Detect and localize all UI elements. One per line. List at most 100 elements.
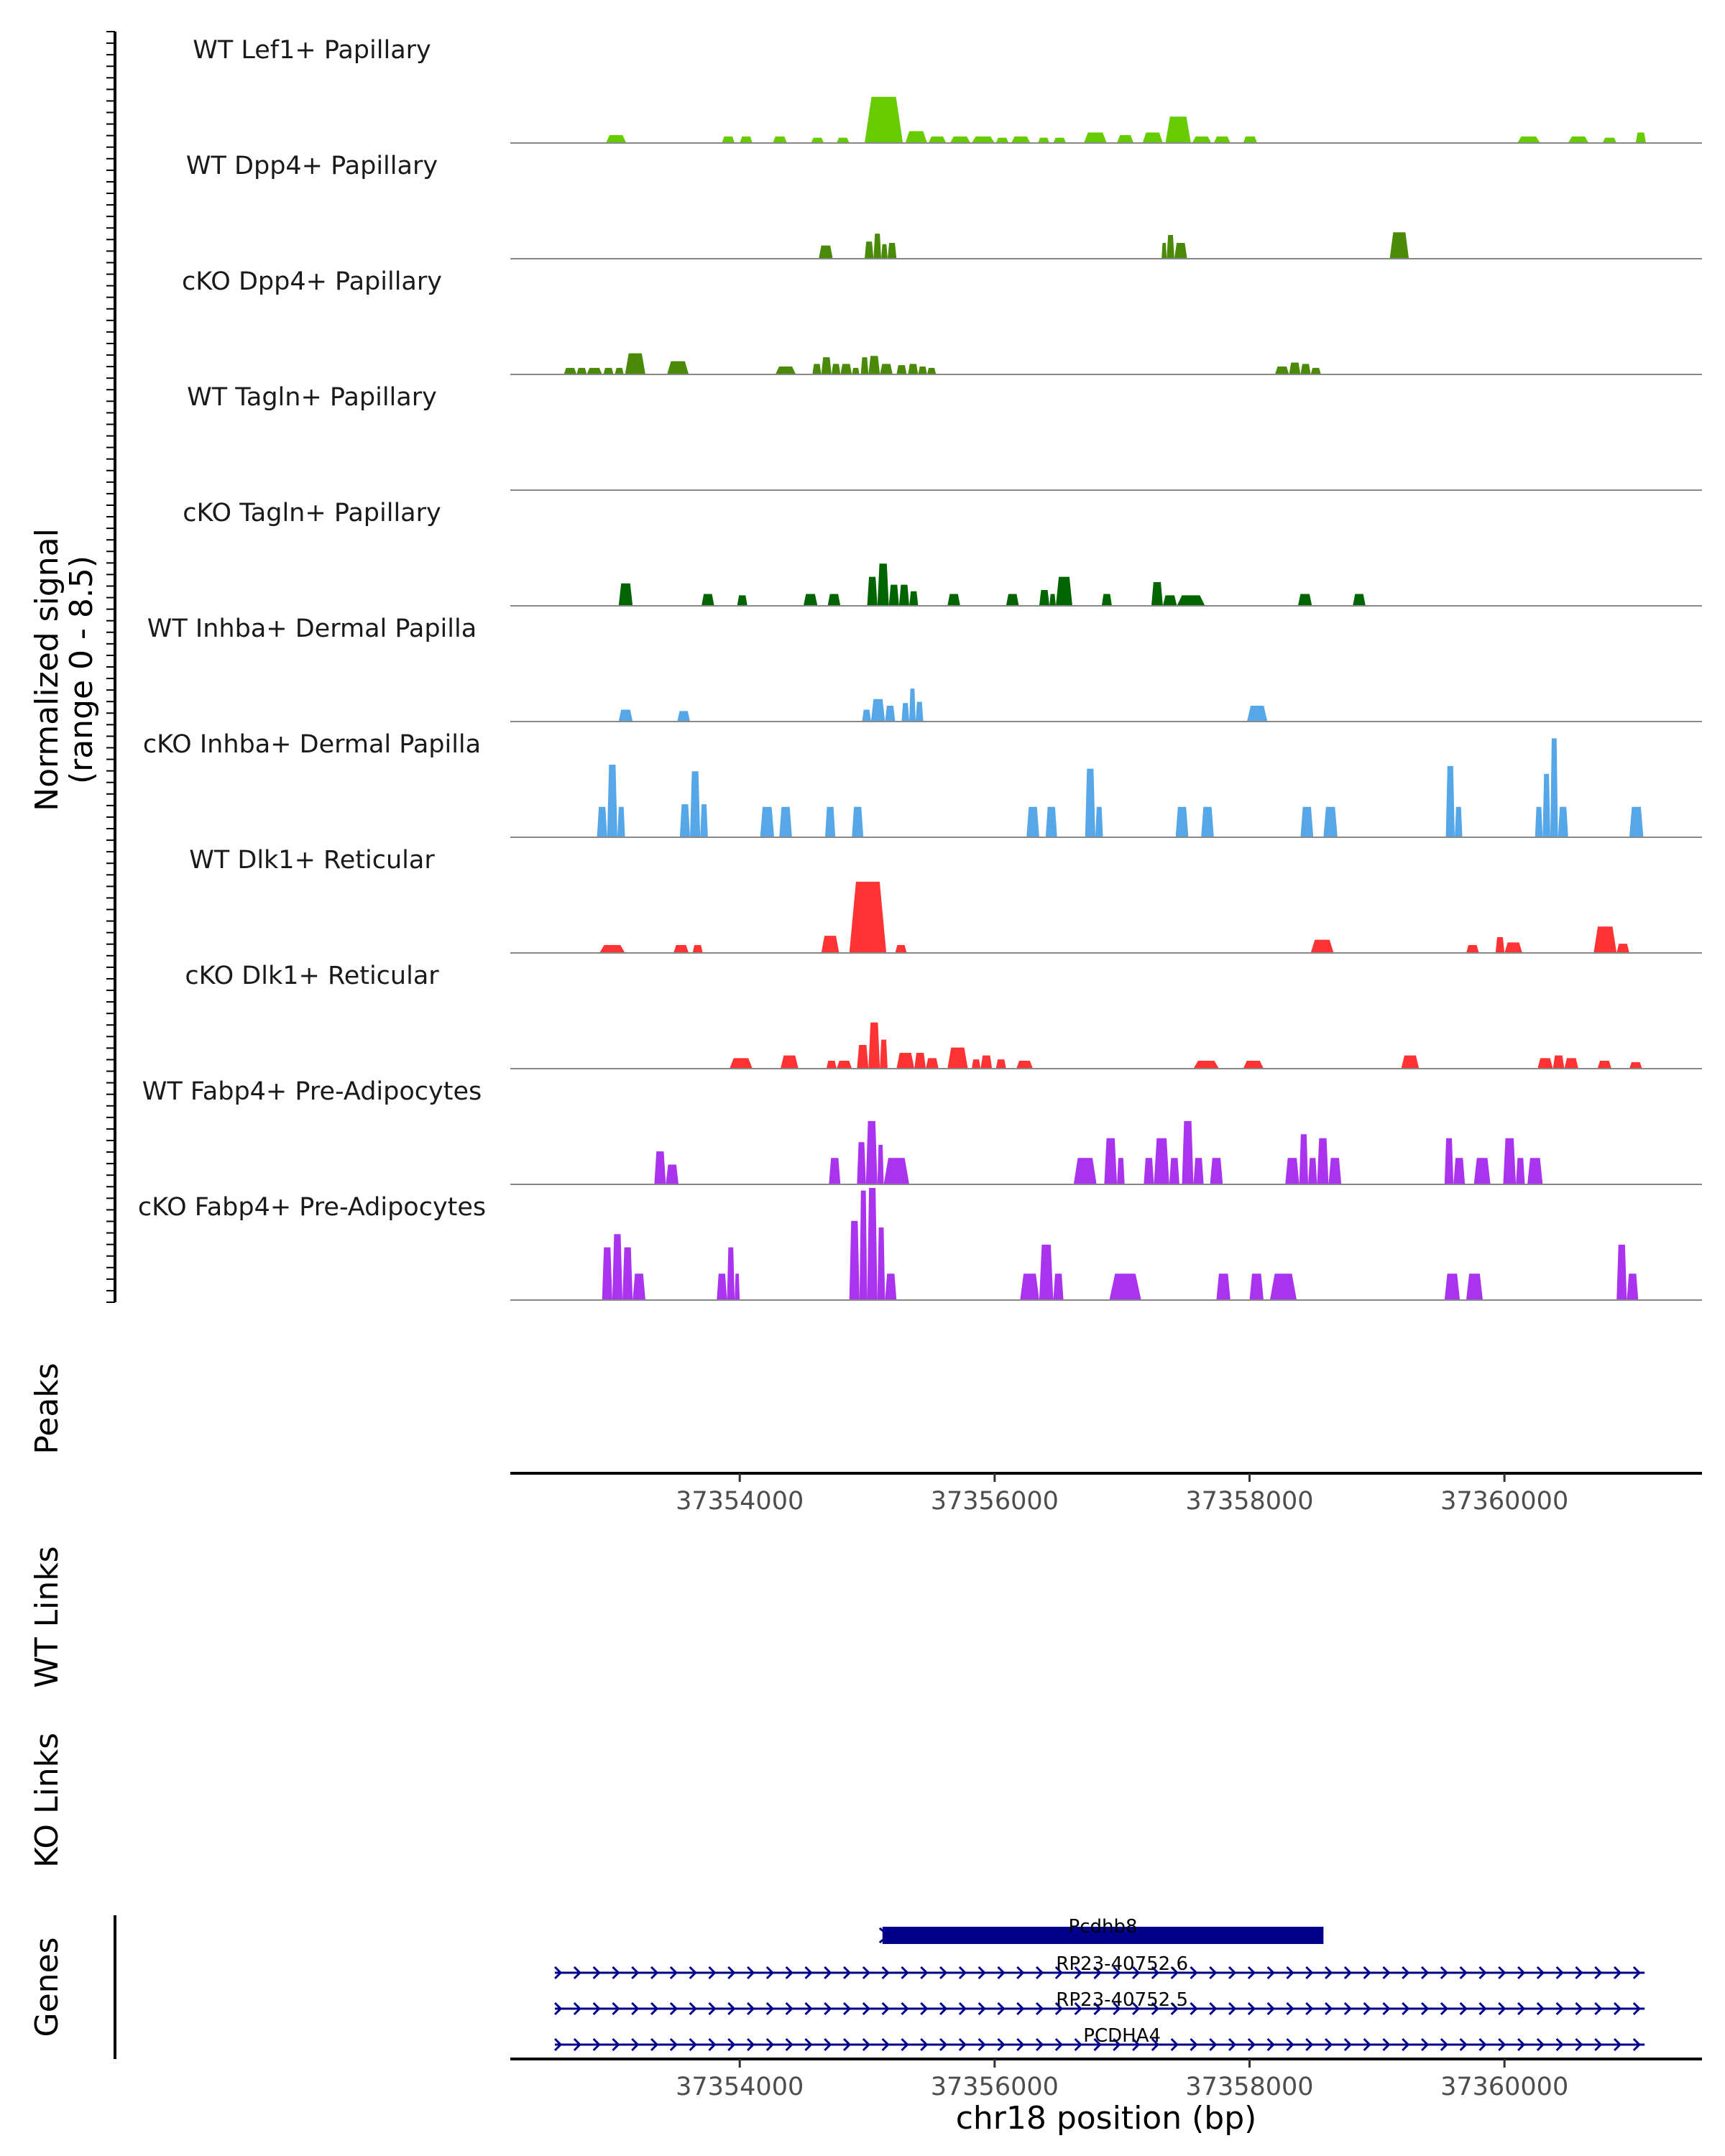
- coverage-peak: [760, 806, 775, 837]
- coverage-peak: [1182, 1120, 1194, 1184]
- coverage-peak: [1006, 594, 1019, 606]
- strand-arrow: [785, 2001, 794, 2016]
- coverage-peak: [926, 367, 937, 374]
- coverage-peak: [1055, 576, 1073, 606]
- coverage-peak: [915, 701, 924, 722]
- coverage-peak: [618, 709, 633, 722]
- coverage-peak: [849, 881, 887, 953]
- coverage-peak: [1353, 594, 1366, 606]
- coverage-peak: [1568, 136, 1589, 143]
- strand-arrow: [1266, 2037, 1275, 2052]
- coverage-peak: [1144, 1158, 1154, 1184]
- track-10: WT Fabp4+ Pre-Adipocytes: [142, 1077, 1702, 1185]
- coverage-peak: [690, 771, 701, 837]
- strand-arrow: [1247, 2001, 1256, 2016]
- coverage-peak: [1210, 1158, 1223, 1184]
- coverage-peak: [1154, 1138, 1169, 1184]
- strand-arrow: [862, 1966, 870, 1980]
- strand-arrow: [689, 1966, 697, 1980]
- coverage-peak: [1558, 806, 1568, 837]
- peaks-x-axis: 37354000 37356000 37358000 37360000: [676, 1473, 1568, 1516]
- coverage-peak: [1310, 367, 1321, 374]
- coverage-peak: [1053, 137, 1067, 143]
- strand-arrow: [1459, 2037, 1468, 2052]
- strand-arrow: [1266, 2001, 1275, 2016]
- coverage-peak: [1274, 366, 1289, 374]
- coverage-peak: [1026, 806, 1039, 837]
- strand-arrow: [1478, 2037, 1487, 2052]
- coverage-peak: [1038, 137, 1050, 143]
- strand-arrow: [669, 1966, 678, 1980]
- strand-arrow: [1517, 1966, 1526, 1980]
- strand-arrow: [650, 2001, 659, 2016]
- coverage-peak: [926, 1058, 939, 1069]
- coverage-peak: [857, 1142, 866, 1184]
- strand-arrow: [1209, 2037, 1218, 2052]
- coverage-peak: [1193, 1158, 1204, 1184]
- strand-arrow: [1402, 2001, 1410, 2016]
- coverage-peak: [1165, 116, 1191, 143]
- coverage-peak: [717, 1273, 727, 1300]
- strand-arrow: [1459, 1966, 1468, 1980]
- strand-arrow: [1035, 2037, 1044, 2052]
- coverage-peak: [947, 594, 960, 606]
- strand-arrow: [1536, 1966, 1545, 1980]
- strand-arrow: [1478, 2001, 1487, 2016]
- strand-arrow: [1363, 1966, 1371, 1980]
- coverage-peak: [852, 806, 864, 837]
- track-label: cKO Fabp4+ Pre-Adipocytes: [138, 1193, 486, 1222]
- strand-arrow: [765, 2037, 774, 2052]
- x-tick-label: 37354000: [676, 2073, 804, 2101]
- strand-arrow: [612, 1966, 620, 1980]
- coverage-peak: [995, 137, 1009, 143]
- coverage-peak: [888, 584, 899, 606]
- strand-arrow: [631, 2037, 640, 2052]
- coverage-peak: [1597, 1060, 1612, 1069]
- coverage-peak: [1389, 232, 1409, 259]
- coverage-peak: [880, 364, 893, 374]
- coverage-peak: [971, 1059, 981, 1069]
- strand-arrow: [1113, 1966, 1121, 1980]
- coverage-peak: [666, 1164, 679, 1184]
- strand-arrow: [746, 1966, 755, 1980]
- strand-arrow: [920, 2037, 929, 2052]
- strand-arrow: [901, 2037, 909, 2052]
- strand-arrow: [804, 1966, 813, 1980]
- coverage-peak: [1216, 1273, 1230, 1300]
- coverage-peak: [779, 806, 792, 837]
- coverage-peak: [654, 1151, 666, 1184]
- strand-arrow: [708, 2037, 717, 2052]
- coverage-peak: [1269, 1273, 1297, 1300]
- coverage-peak: [877, 1144, 884, 1184]
- strand-arrow: [650, 2037, 659, 2052]
- coverage-peak: [603, 367, 614, 374]
- strand-arrow: [1440, 2037, 1448, 2052]
- coverage-peak: [857, 1044, 869, 1069]
- strand-arrow: [689, 2037, 697, 2052]
- strand-arrow: [1498, 2037, 1506, 2052]
- coverage-peak: [914, 1052, 926, 1069]
- strand-arrow: [1343, 2037, 1352, 2052]
- coverage-peak: [1095, 806, 1103, 837]
- coverage-peak: [867, 1188, 878, 1300]
- strand-arrow: [978, 2037, 986, 2052]
- coverage-peak: [1504, 942, 1522, 953]
- strand-arrow: [1343, 1966, 1352, 1980]
- coverage-peak: [1444, 1138, 1454, 1184]
- coverage-peak: [896, 1052, 915, 1069]
- coverage-peak: [909, 688, 916, 722]
- strand-arrow: [1151, 2037, 1159, 2052]
- coverage-peak: [1616, 1244, 1627, 1300]
- strand-arrow: [1613, 2001, 1622, 2016]
- coverage-peak: [1445, 765, 1455, 837]
- strand-arrow: [958, 1966, 967, 1980]
- coverage-peak: [898, 584, 910, 606]
- strand-arrow: [727, 1966, 736, 1980]
- coverage-peak: [824, 806, 836, 837]
- x-tick-label: 37360000: [1440, 2073, 1568, 2101]
- strand-arrow: [1594, 1966, 1603, 1980]
- strand-arrow: [1113, 2037, 1121, 2052]
- coverage-peak: [862, 709, 871, 722]
- track-label: cKO Dpp4+ Papillary: [182, 267, 442, 296]
- gene-2: RP23-40752.6: [554, 1953, 1645, 1980]
